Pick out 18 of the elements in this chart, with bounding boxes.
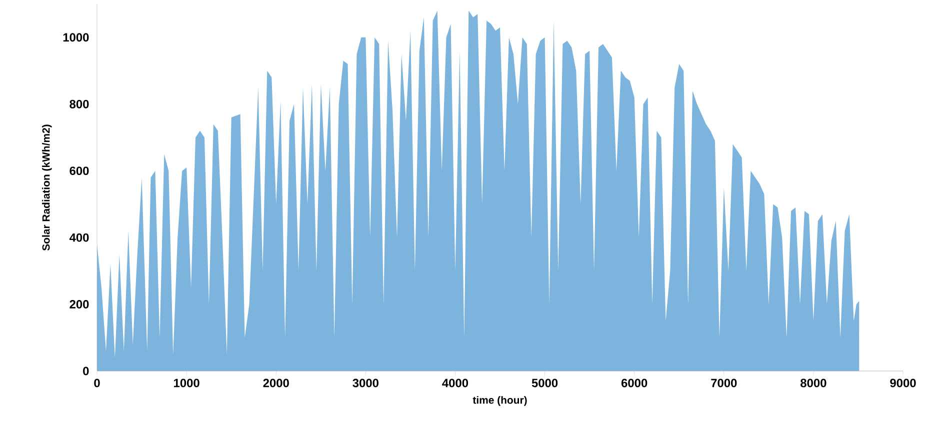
x-tick-label: 4000 xyxy=(442,378,468,388)
y-tick-label: 1000 xyxy=(63,33,89,42)
y-tick-label: 600 xyxy=(70,166,89,176)
x-tick-label: 3000 xyxy=(352,378,378,388)
x-tick-label: 6000 xyxy=(621,378,648,388)
x-tick-label: 1000 xyxy=(174,378,200,388)
x-tick-label: 0 xyxy=(94,378,100,388)
x-tick-label: 7000 xyxy=(711,378,737,388)
x-axis-title: time (hour) xyxy=(472,396,527,406)
y-tick-label: 800 xyxy=(70,100,89,108)
y-axis-title: Solar Radiation (kWh/m2) xyxy=(42,124,52,251)
y-tick-label: 400 xyxy=(69,233,89,242)
x-tick-label: 8000 xyxy=(800,378,826,388)
y-tick-label: 0 xyxy=(83,366,89,376)
x-tick-label: 5000 xyxy=(532,378,558,388)
y-tick-label: 200 xyxy=(70,300,89,308)
x-tick-label: 9000 xyxy=(890,378,916,388)
x-tick-label: 2000 xyxy=(263,378,289,388)
